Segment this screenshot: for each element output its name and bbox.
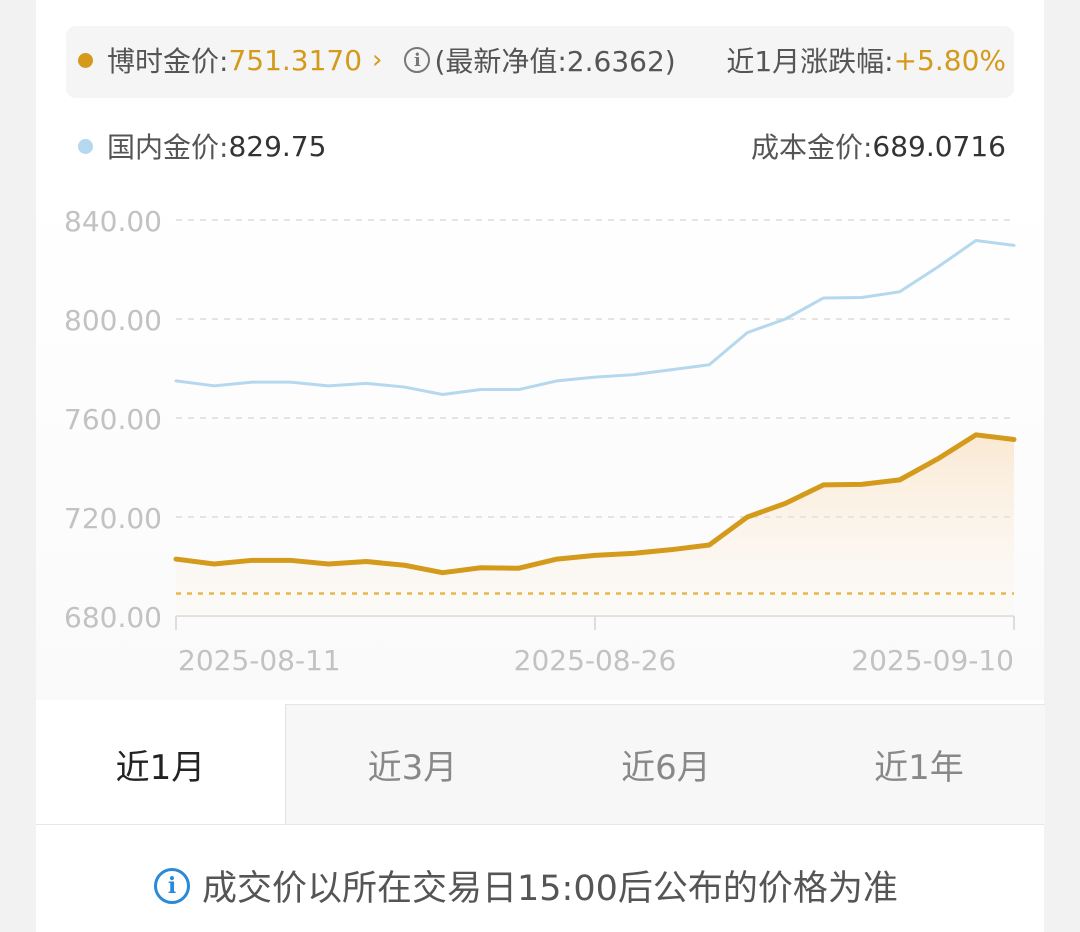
tab-6-months[interactable]: 近6月 [539,704,793,824]
net-value-text: (最新净值:2.6362) [434,45,676,78]
notice-text: 成交价以所在交易日15:00后公布的价格为准 [202,869,898,909]
tab-3-months[interactable]: 近3月 [286,704,539,824]
monthly-change: 近1月涨跌幅: +5.80% [726,40,1006,80]
domestic-legend-dot [78,138,93,154]
price-chart[interactable]: 680.00 720.00 760.00 800.00 840.00 2025-08-11… [36,180,1044,700]
domestic-price-row: 国内金价: 829.75 [78,126,326,166]
y-tick-label: 720.00 [64,502,162,535]
y-tick-label: 760.00 [64,403,162,436]
info-icon[interactable]: i [154,867,190,904]
cost-price-row: 成本金价: 689.0716 [751,126,1006,166]
x-tick-label: 2025-08-11 [178,644,341,677]
fund-price-row[interactable]: 博时金价: 751.3170 › i (最新净值:2.6362) [78,40,676,80]
tab-label: 近1年 [874,748,964,788]
tab-1-month[interactable]: 近1月 [36,704,286,824]
period-tabs: 近1月 近3月 近6月 近1年 [36,704,1045,825]
info-icon[interactable]: i [404,47,431,73]
y-tick-label: 840.00 [64,205,162,238]
chart-background [36,180,1044,700]
domestic-price-line [174,239,1016,396]
y-tick-label: 680.00 [64,601,162,634]
domestic-value: 829.75 [228,129,327,163]
cost-value: 689.0716 [872,129,1006,163]
domestic-label: 国内金价: [107,131,229,164]
tab-1-year[interactable]: 近1年 [793,704,1045,824]
cost-label: 成本金价: [750,131,873,164]
fund-price-value: 751.3170 [228,43,363,77]
fund-price-area [176,434,1014,616]
fund-price-label: 博时金价: [107,45,229,78]
y-tick-label: 800.00 [64,304,162,337]
x-tick-label: 2025-08-26 [514,644,677,677]
tab-label: 近6月 [621,748,711,788]
change-value: +5.80% [893,43,1006,77]
price-notice: i 成交价以所在交易日15:00后公布的价格为准 [154,860,898,911]
x-tick-label: 2025-09-10 [851,644,1014,677]
fund-legend-dot [78,52,93,68]
tab-label: 近1月 [115,747,206,788]
fund-price-line [173,432,1017,576]
tab-label: 近3月 [367,748,458,788]
chevron-right-icon[interactable]: › [372,45,383,75]
fund-info-bar [66,26,1014,98]
change-label: 近1月涨跌幅: [726,45,894,78]
